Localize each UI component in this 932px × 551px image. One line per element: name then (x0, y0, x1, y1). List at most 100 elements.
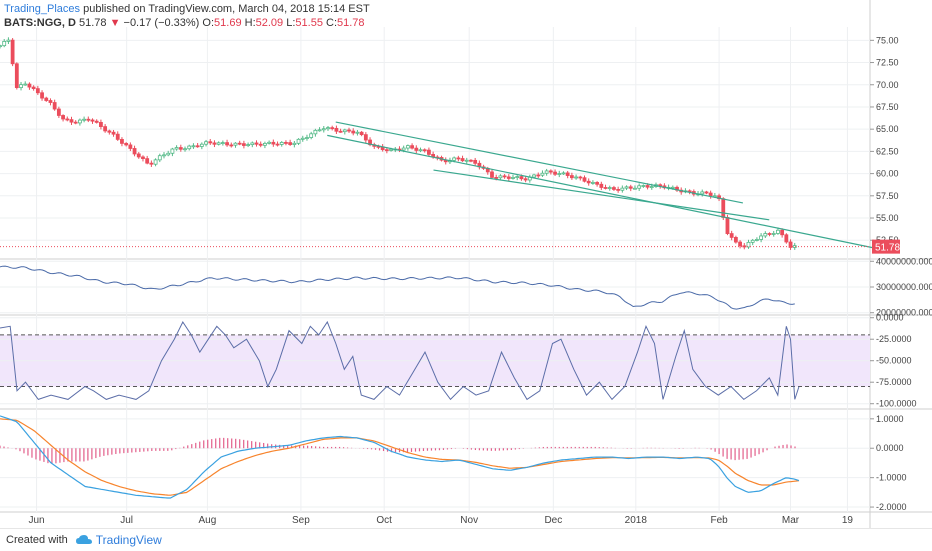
price-axis-tick-label: 62.50 (876, 146, 899, 156)
candle-up (313, 129, 318, 135)
candle-up (464, 159, 469, 162)
x-tick-label: Feb (710, 515, 728, 526)
macd-line (0, 415, 800, 499)
candle-down (603, 187, 608, 189)
candle-up (309, 133, 314, 138)
candle-down (628, 186, 633, 189)
candle-down (363, 134, 368, 141)
x-tick-label: 2018 (625, 515, 648, 526)
high-label: H: (244, 17, 256, 29)
candle-up (2, 41, 7, 47)
macd-axis-tick-label: -2.0000 (876, 502, 907, 512)
x-tick-label: 19 (842, 515, 854, 526)
candle-up (77, 119, 82, 124)
volume-axis-tick-label: 20000000.0000 (876, 308, 932, 318)
price-axis-tick-label: 75.00 (876, 35, 899, 45)
created-with-text: Created with (6, 534, 68, 546)
change-value: −0.17 (−0.33%) (123, 17, 200, 29)
candle-down (414, 147, 419, 151)
last-price-tag (872, 239, 900, 254)
candle-down (178, 147, 183, 150)
candle-down (473, 159, 478, 164)
candle-down (582, 177, 587, 182)
candle-up (511, 176, 515, 179)
candle-down (595, 182, 600, 185)
candle-up (641, 185, 646, 187)
candle-up (305, 137, 309, 139)
candle-up (515, 176, 520, 178)
candle-down (658, 184, 663, 187)
brand-label: TradingView (95, 533, 162, 547)
candle-down (506, 176, 511, 179)
candle-down (460, 158, 465, 162)
stochastic-axis-tick-label: -100.0000 (876, 399, 917, 409)
channel-trendline (327, 134, 885, 251)
candle-up (292, 142, 297, 145)
candle-up (19, 84, 23, 89)
candle-down (494, 177, 499, 179)
close-label: C: (326, 17, 338, 29)
candle-down (427, 149, 431, 155)
candle-up (771, 233, 776, 235)
high-value: 52.09 (255, 17, 284, 29)
candle-up (750, 239, 755, 243)
author-link[interactable]: Trading_Places (4, 3, 81, 15)
candle-up (204, 141, 208, 145)
candle-up (405, 145, 410, 149)
x-tick-label: Sep (292, 515, 310, 526)
candle-up (452, 157, 457, 161)
stochastic-axis-tick-label: 0.0000 (876, 313, 904, 323)
candle-up (624, 186, 629, 189)
candle-down (107, 130, 112, 133)
stochastic-series-line (0, 320, 800, 401)
candle-up (418, 149, 423, 152)
candle-up (157, 155, 162, 161)
candle-up (267, 141, 272, 144)
candle-up (166, 152, 171, 156)
candle-up (0, 45, 2, 48)
candle-down (73, 121, 78, 124)
candle-down (359, 131, 364, 136)
candle-down (536, 174, 541, 177)
candle-up (321, 128, 326, 131)
candle-down (523, 178, 528, 181)
candle-up (174, 147, 179, 150)
candle-down (195, 145, 200, 148)
candle-down (61, 115, 65, 120)
volume-series-line (0, 265, 795, 310)
candle-down (258, 143, 263, 146)
candle-down (599, 183, 604, 188)
candle-down (212, 142, 217, 145)
x-tick-label: Mar (782, 515, 800, 526)
candle-up (498, 175, 503, 179)
x-tick-label: Nov (460, 515, 478, 526)
x-tick-label: Oct (376, 515, 392, 526)
candle-down (65, 118, 70, 121)
candle-up (162, 154, 166, 157)
candle-up (326, 127, 330, 130)
volume-axis-tick-label: 40000000.0000 (876, 256, 932, 266)
volume-axis-tick-label: 30000000.0000 (876, 282, 932, 292)
candle-up (342, 129, 347, 133)
macd-signal-line (0, 418, 800, 496)
candle-down (120, 138, 124, 144)
tradingview-logo[interactable]: TradingView (75, 533, 162, 547)
candle-down (767, 233, 772, 235)
candle-down (56, 108, 61, 116)
candle-down (86, 118, 91, 121)
candle-up (233, 142, 238, 146)
candle-down (347, 129, 351, 132)
candle-up (6, 39, 11, 42)
price-axis-tick-label: 67.50 (876, 102, 899, 112)
candle-up (591, 182, 595, 184)
candle-up (355, 131, 360, 134)
candle-up (792, 245, 797, 248)
symbol-label: BATS:NGG, D (4, 17, 76, 29)
candle-down (338, 130, 343, 133)
candle-up (246, 144, 250, 146)
price-axis-tick-label: 70.00 (876, 80, 899, 90)
candle-up (23, 83, 28, 86)
candle-down (124, 142, 129, 146)
candle-down (519, 176, 524, 180)
cloud-icon (75, 535, 92, 544)
